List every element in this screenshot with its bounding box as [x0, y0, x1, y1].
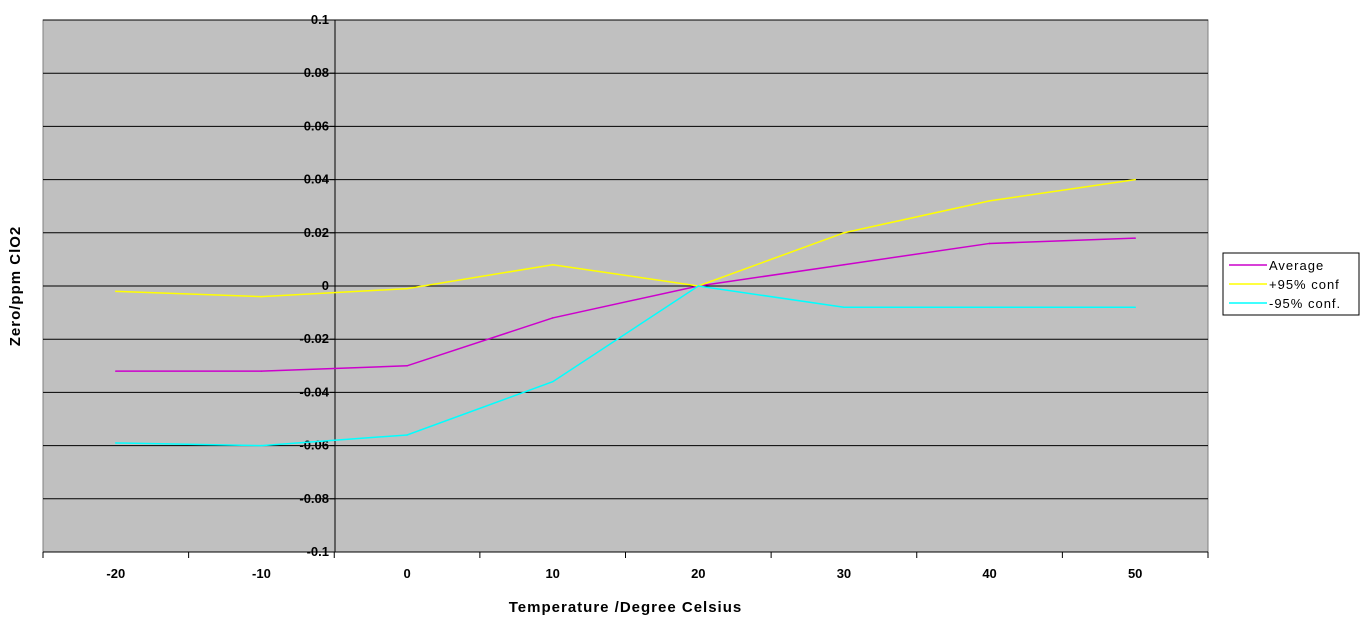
x-tick-label: 0	[403, 566, 410, 581]
y-tick-label: 0.08	[304, 65, 329, 80]
x-tick-label: -10	[252, 566, 271, 581]
series-1-point	[843, 263, 845, 266]
series-2-point	[1134, 178, 1136, 181]
y-tick-label: 0.1	[311, 12, 329, 27]
y-tick-label: 0.02	[304, 225, 329, 240]
series-1-point	[551, 317, 554, 319]
legend-label: Average	[1269, 258, 1324, 273]
series-1-point	[1134, 237, 1136, 239]
series-1-point	[988, 242, 991, 245]
series-2-point	[115, 290, 117, 293]
series-1-point	[406, 365, 408, 367]
series-line-3	[115, 285, 1136, 447]
x-tick-label: 40	[982, 566, 996, 581]
legend-label: -95% conf.	[1269, 296, 1341, 311]
y-tick-label: -0.02	[299, 331, 329, 346]
y-tick-label: 0.04	[304, 172, 330, 187]
series-3-point	[551, 380, 554, 383]
series-2-point	[551, 263, 554, 266]
y-tick-label: 0	[322, 278, 329, 293]
series-1-point	[115, 370, 117, 372]
x-tick-label: 50	[1128, 566, 1142, 581]
y-axis-title: Zero/ppm ClO2	[7, 226, 24, 347]
series-3-point	[843, 306, 845, 309]
x-tick-label: -20	[106, 566, 125, 581]
y-tick-label: -0.04	[299, 384, 329, 399]
series-lines	[115, 178, 1136, 447]
series-3-point	[260, 444, 263, 447]
y-tick-labels: 0.1 0.08 0.06 0.04 0.02 0 -0.02 -0.04 -0.06 -0.08…	[299, 12, 329, 559]
series-3-point	[988, 306, 991, 309]
series-3-point	[115, 442, 117, 444]
y-tick-label: -0.06	[299, 438, 329, 453]
x-axis-title: Temperature /Degree Celsius	[509, 599, 742, 616]
series-3-point	[406, 434, 408, 436]
legend: Average +95% conf -95% conf.	[1222, 252, 1360, 316]
series-2-point	[260, 295, 263, 298]
series-3-point	[697, 285, 700, 287]
series-2-point	[843, 232, 845, 234]
series-3-point	[1134, 306, 1136, 309]
y-tick-label: -0.08	[299, 491, 329, 506]
legend-label: +95% conf	[1269, 277, 1340, 292]
y-tick-label: 0.06	[304, 118, 329, 133]
series-2-point	[406, 287, 408, 290]
series-1-point	[260, 370, 263, 372]
x-tick-labels: -20 -10 0 10 20 30 40 50	[106, 566, 1142, 581]
x-tick-label: 20	[691, 566, 705, 581]
x-tick-label: 30	[837, 566, 851, 581]
series-2-point	[988, 200, 991, 202]
axes	[42, 20, 1209, 558]
y-tick-label: -0.1	[307, 544, 329, 559]
series-line-2	[115, 178, 1136, 298]
series-line-1	[115, 237, 1136, 372]
x-tick-label: 10	[545, 566, 559, 581]
